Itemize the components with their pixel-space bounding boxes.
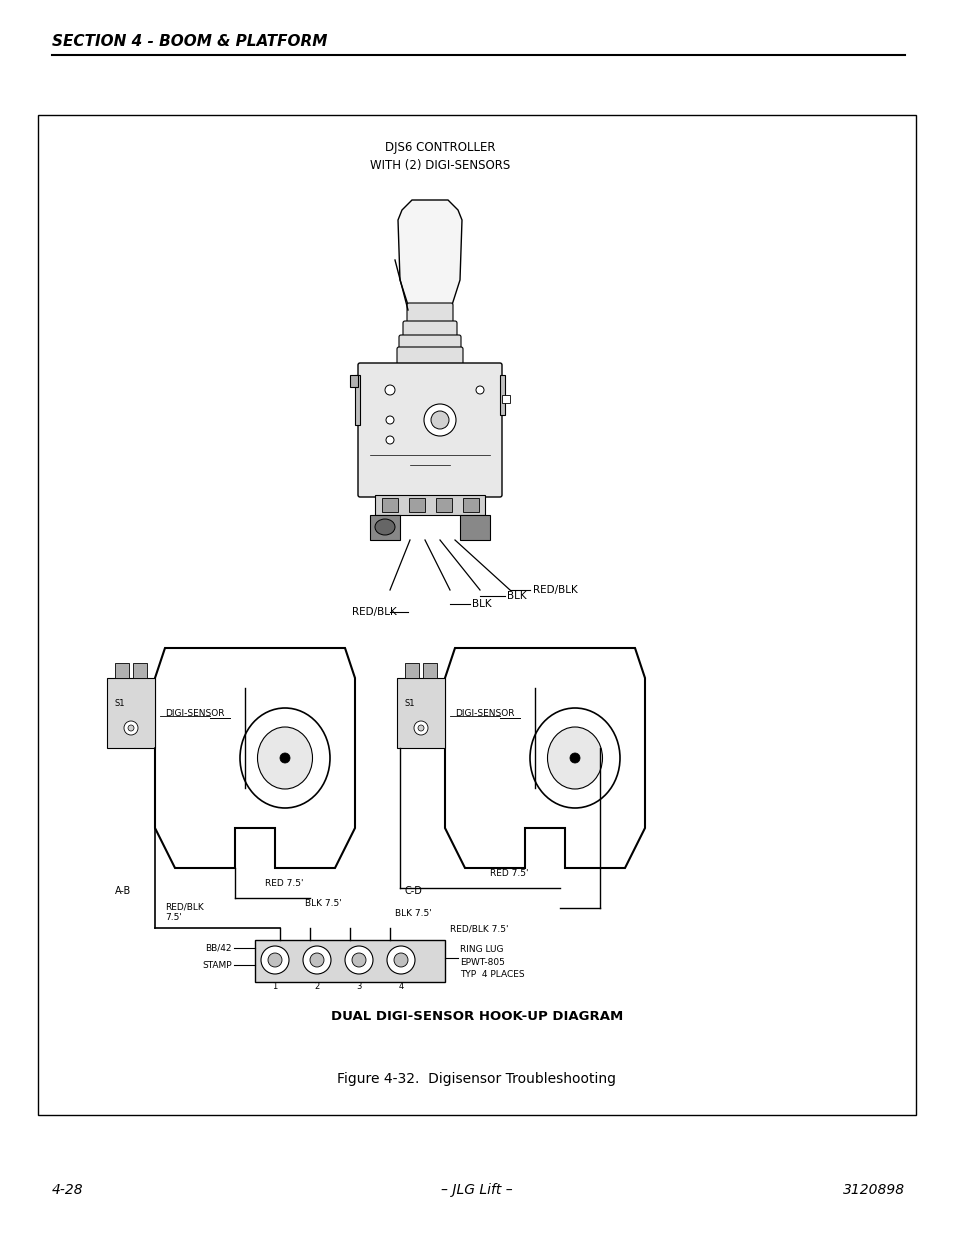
Text: DUAL DIGI-SENSOR HOOK-UP DIAGRAM: DUAL DIGI-SENSOR HOOK-UP DIAGRAM [331, 1010, 622, 1023]
FancyBboxPatch shape [398, 335, 460, 351]
Bar [38, 115, 915, 1115]
Bar [405, 663, 418, 678]
Text: 3120898: 3120898 [842, 1183, 904, 1197]
Bar [254, 940, 444, 982]
Ellipse shape [345, 946, 373, 974]
Text: BLK 7.5': BLK 7.5' [305, 899, 341, 908]
Ellipse shape [547, 727, 602, 789]
Text: RING LUG: RING LUG [459, 945, 503, 953]
Text: RED/BLK 7.5': RED/BLK 7.5' [450, 924, 508, 932]
Text: RED 7.5': RED 7.5' [490, 869, 528, 878]
Ellipse shape [375, 519, 395, 535]
Bar [350, 375, 357, 387]
Ellipse shape [417, 725, 423, 731]
Bar [409, 498, 424, 513]
Text: 4: 4 [398, 982, 403, 990]
Ellipse shape [414, 721, 428, 735]
Bar [107, 678, 154, 748]
Text: RED 7.5': RED 7.5' [265, 879, 303, 888]
Ellipse shape [394, 953, 408, 967]
Polygon shape [397, 200, 461, 305]
Text: DJS6 CONTROLLER: DJS6 CONTROLLER [385, 142, 495, 154]
FancyBboxPatch shape [402, 321, 456, 338]
Text: RED/BLK: RED/BLK [533, 585, 578, 595]
Ellipse shape [431, 411, 449, 429]
Bar [459, 515, 490, 540]
Ellipse shape [310, 953, 324, 967]
Bar [132, 663, 147, 678]
Bar [115, 663, 129, 678]
Ellipse shape [386, 436, 394, 445]
Text: S1: S1 [405, 699, 416, 708]
Text: 2: 2 [314, 982, 319, 990]
Bar [370, 515, 399, 540]
Bar [436, 498, 452, 513]
Ellipse shape [257, 727, 313, 789]
Text: – JLG Lift –: – JLG Lift – [440, 1183, 513, 1197]
Ellipse shape [128, 725, 133, 731]
FancyBboxPatch shape [407, 303, 453, 325]
Text: Figure 4-32.  Digisensor Troubleshooting: Figure 4-32. Digisensor Troubleshooting [337, 1072, 616, 1086]
Ellipse shape [530, 708, 619, 808]
Text: BLK: BLK [506, 592, 526, 601]
Ellipse shape [476, 387, 483, 394]
Text: RED/BLK
7.5': RED/BLK 7.5' [165, 903, 204, 923]
Text: 1: 1 [273, 982, 277, 990]
Bar [499, 375, 504, 415]
Ellipse shape [569, 753, 579, 763]
Bar [422, 663, 436, 678]
Ellipse shape [303, 946, 331, 974]
Ellipse shape [280, 753, 290, 763]
Text: DIGI-SENSOR: DIGI-SENSOR [455, 709, 514, 718]
Text: BB/42: BB/42 [205, 944, 232, 952]
Ellipse shape [240, 708, 330, 808]
Ellipse shape [352, 953, 366, 967]
Text: A-B: A-B [115, 885, 132, 897]
Bar [381, 498, 397, 513]
Text: BLK 7.5': BLK 7.5' [395, 909, 432, 918]
Bar [375, 495, 484, 515]
Text: WITH (2) DIGI-SENSORS: WITH (2) DIGI-SENSORS [370, 158, 510, 172]
Polygon shape [154, 648, 355, 868]
Text: C-D: C-D [405, 885, 422, 897]
Text: EPWT-805: EPWT-805 [459, 958, 504, 967]
Text: DIGI-SENSOR: DIGI-SENSOR [165, 709, 224, 718]
Text: S1: S1 [115, 699, 126, 708]
Polygon shape [444, 648, 644, 868]
Bar [501, 395, 510, 403]
Text: SECTION 4 - BOOM & PLATFORM: SECTION 4 - BOOM & PLATFORM [52, 35, 327, 49]
Bar [355, 375, 359, 425]
FancyBboxPatch shape [357, 363, 501, 496]
Text: RED/BLK: RED/BLK [352, 606, 396, 618]
Bar [396, 678, 444, 748]
Ellipse shape [268, 953, 282, 967]
Text: TYP  4 PLACES: TYP 4 PLACES [459, 969, 524, 979]
FancyBboxPatch shape [396, 347, 462, 367]
Text: 3: 3 [355, 982, 361, 990]
Bar [462, 498, 478, 513]
Text: 4-28: 4-28 [52, 1183, 84, 1197]
Ellipse shape [385, 385, 395, 395]
Ellipse shape [423, 404, 456, 436]
Text: STAMP: STAMP [202, 961, 232, 969]
Ellipse shape [124, 721, 138, 735]
Ellipse shape [261, 946, 289, 974]
Ellipse shape [387, 946, 415, 974]
Ellipse shape [386, 416, 394, 424]
Text: BLK: BLK [472, 599, 491, 609]
